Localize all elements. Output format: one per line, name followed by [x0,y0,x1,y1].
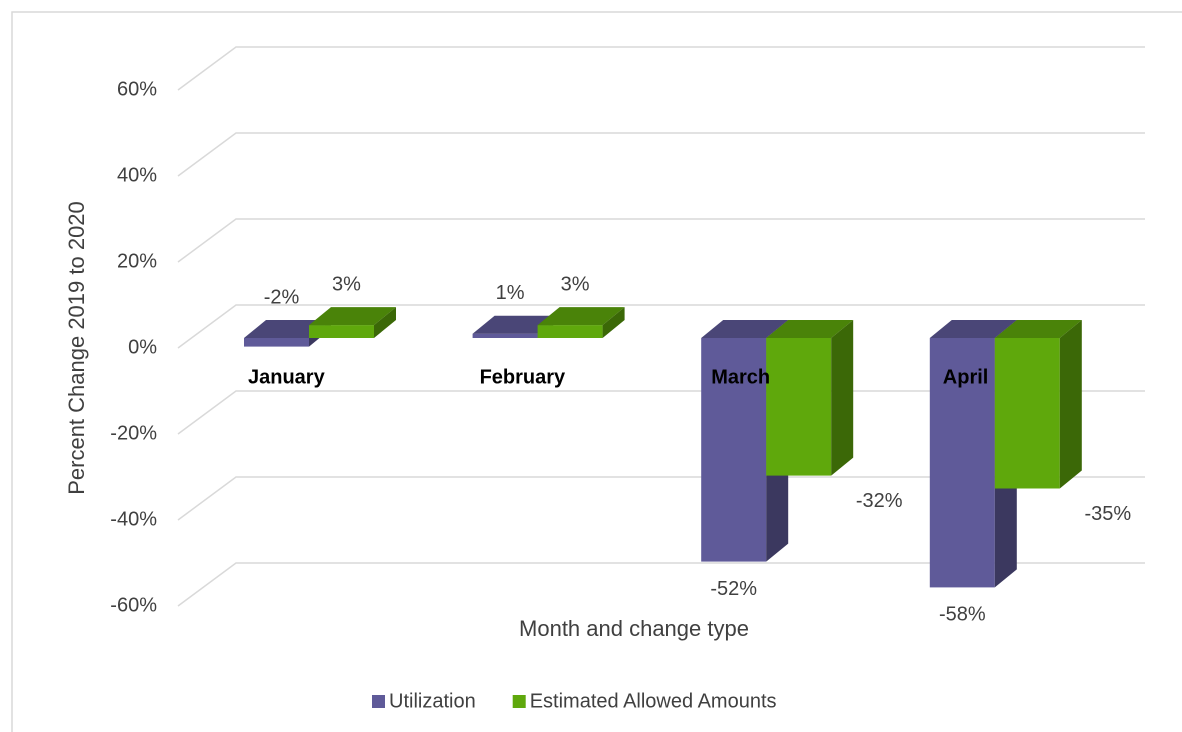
bar-front [766,338,832,476]
bar-top [537,307,625,326]
grid-line [177,476,1145,521]
bar-front [929,338,995,588]
data-label: -58% [939,604,986,626]
bar-front [994,338,1060,489]
y-tick-label: 0% [128,336,157,358]
bar-front [472,333,538,338]
y-tick-label: -60% [110,594,157,616]
x-tick-label: March [711,366,770,388]
data-label: 3% [332,273,361,295]
data-label: -2% [264,286,300,308]
bar-front [537,325,603,338]
bar-top [994,320,1082,338]
bar-front [244,338,309,347]
x-tick-label: April [943,366,989,388]
bar-side [374,307,396,338]
bar-side [1059,320,1082,489]
data-label: 3% [561,273,590,295]
y-tick-label: 60% [117,78,157,100]
grid-line [177,304,1145,349]
bar-top [929,320,1017,338]
grid-line [177,132,1145,177]
bar-top [309,307,396,326]
x-tick-label: January [248,366,326,388]
x-tick-label: February [480,366,566,388]
y-tick-label: 20% [117,250,157,272]
data-label: -35% [1084,503,1131,525]
grid-line [177,46,1145,91]
chart-frame [11,11,1182,732]
bar-front [701,338,767,562]
bar-top [701,320,789,338]
bar-side [831,320,854,476]
y-tick-label: -40% [110,508,157,530]
data-label: 1% [496,282,525,304]
grid-line [177,218,1145,263]
legend-swatch [372,695,385,708]
data-label: -52% [710,578,757,600]
y-axis-title: Percent Change 2019 to 2020 [64,201,89,495]
y-tick-label: -20% [110,422,157,444]
bar-top [766,320,854,338]
data-label: -32% [856,490,903,512]
legend-label: Estimated Allowed Amounts [530,690,777,712]
bar-front [309,325,374,338]
x-axis-title: Month and change type [519,616,749,641]
bar-side [602,307,625,338]
y-tick-label: 40% [117,164,157,186]
legend-label: Utilization [389,690,476,712]
legend-swatch [512,695,526,708]
grid-line [177,562,1145,607]
